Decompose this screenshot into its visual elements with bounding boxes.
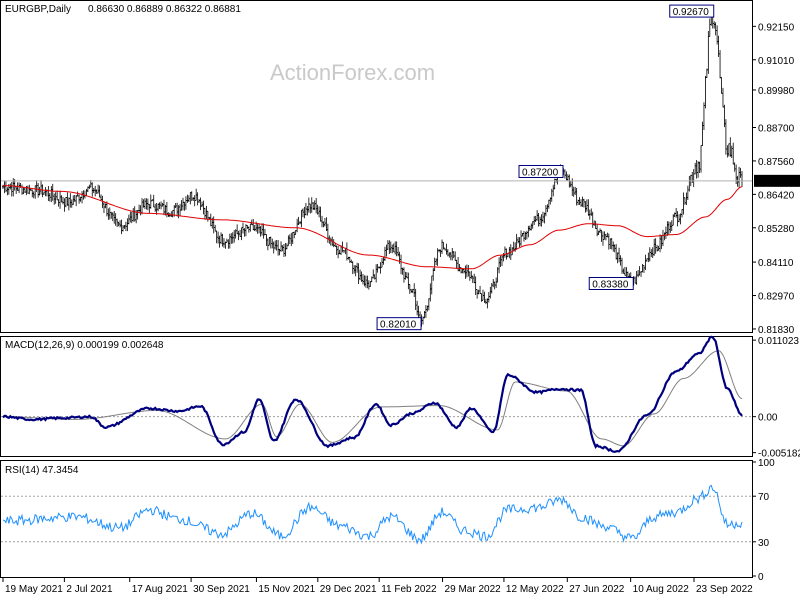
price-axis-tick-label: 0.88700 <box>758 124 795 135</box>
x-axis-tick-label: 29 Dec 2021 <box>320 584 377 595</box>
watermark: ActionForex.com <box>270 60 435 85</box>
rsi-panel[interactable] <box>0 460 753 578</box>
rsi-axis-tick-label: 30 <box>758 538 770 549</box>
current-price-label: 0.86881 <box>757 177 794 188</box>
macd-axis-tick-label: 0.00 <box>758 413 778 424</box>
macd-layer <box>1 335 752 454</box>
price-annotation-box <box>376 317 422 331</box>
rsi-axis-tick-label: 0 <box>758 572 764 583</box>
rsi-axis-tick-label: 100 <box>758 458 775 469</box>
x-axis-tick-label: 23 Sep 2022 <box>696 584 753 595</box>
price-annotation-box <box>669 4 715 18</box>
price-bars <box>2 9 743 327</box>
ohlc-label: 0.86630 0.86889 0.86322 0.86881 <box>88 4 241 15</box>
price-layer: 0.92670 0.87200 0.83380 0.82010 <box>1 4 752 331</box>
x-axis-tick-label: 19 May 2021 <box>5 584 63 595</box>
price-axis-tick-label: 0.92150 <box>758 22 795 33</box>
price-annotation-box <box>518 164 564 178</box>
price-annotation-label: 0.87200 <box>522 167 559 178</box>
current-price-badge <box>754 174 800 187</box>
price-annotation-label: 0.92670 <box>673 7 710 18</box>
x-axis-tick-label: 11 Feb 2022 <box>381 584 437 595</box>
price-axis-tick-label: 0.84110 <box>758 258 794 269</box>
rsi-axis-tick-label: 70 <box>758 492 770 503</box>
x-axis-tick-label: 2 Jul 2021 <box>66 584 113 595</box>
macd-axis-tick-label: -0.005182 <box>758 449 800 460</box>
price-annotation-label: 0.82010 <box>380 320 417 331</box>
symbol-label: EURGBP,Daily <box>5 4 71 15</box>
x-axis-tick-label: 15 Nov 2021 <box>258 584 315 595</box>
price-annotation-label: 0.83380 <box>592 279 629 290</box>
price-axis-tick-label: 0.87560 <box>758 157 795 168</box>
macd-signal-line <box>3 350 743 447</box>
x-axis-tick-label: 27 Jun 2022 <box>569 584 624 595</box>
price-axis-tick-label: 0.85280 <box>758 224 795 235</box>
macd-panel[interactable] <box>0 336 753 457</box>
rsi-label: RSI(14) 47.3454 <box>5 465 79 476</box>
rsi-line <box>2 484 743 545</box>
price-axis-tick-label: 0.89980 <box>758 86 795 97</box>
moving-average-line <box>3 185 743 270</box>
x-axis-tick-label: 30 Sep 2021 <box>193 584 250 595</box>
macd-line <box>2 335 743 454</box>
price-panel[interactable] <box>0 0 753 333</box>
axis-layer: 0.92150 0.91010 0.89980 0.88700 0.87560 0.864… <box>2 22 800 595</box>
price-axis-tick-label: 0.82970 <box>758 292 795 303</box>
x-axis-tick-label: 29 Mar 2022 <box>445 584 502 595</box>
price-annotation-box <box>588 276 634 290</box>
macd-label: MACD(12,26,9) 0.000199 0.002648 <box>5 340 164 351</box>
rsi-layer <box>1 484 752 545</box>
price-axis-tick-label: 0.81830 <box>758 325 795 336</box>
x-axis-tick-label: 10 Aug 2022 <box>633 584 690 595</box>
price-axis-tick-label: 0.86420 <box>758 190 795 201</box>
x-axis-tick-label: 12 May 2022 <box>506 584 564 595</box>
price-axis-tick-label: 0.91010 <box>758 56 795 67</box>
x-axis-tick-label: 17 Aug 2021 <box>132 584 189 595</box>
macd-axis-tick-label: 0.011023 <box>758 336 799 347</box>
